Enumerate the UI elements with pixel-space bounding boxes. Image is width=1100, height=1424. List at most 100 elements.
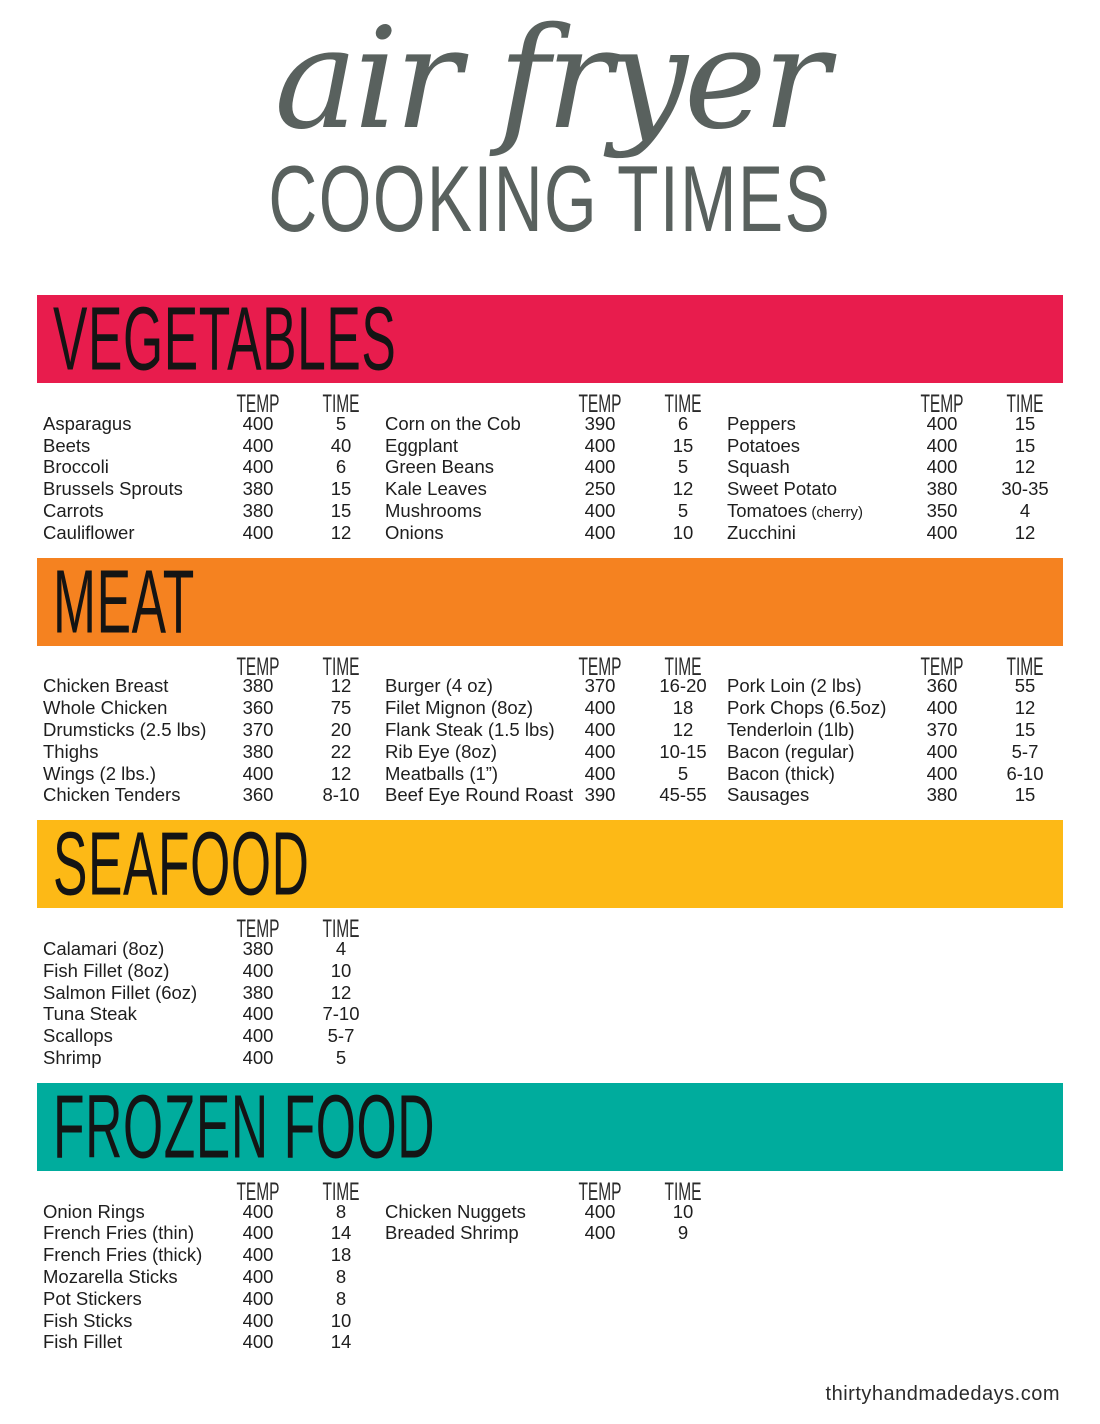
temp-value: 370 — [584, 675, 616, 697]
time-value: 20 — [330, 718, 352, 740]
time-header: TIME — [1006, 390, 1044, 418]
temp-value: 380 — [242, 499, 274, 521]
temp-value: 400 — [584, 718, 616, 740]
time-value: 8 — [335, 1287, 347, 1309]
food-name: Tenderloin (1lb) — [727, 718, 855, 740]
time-value: 9 — [677, 1222, 689, 1244]
temp-header: TEMP — [236, 652, 280, 681]
food-name: Tuna Steak — [43, 1003, 137, 1025]
footer-site: thirtyhandmadedays.com — [825, 1383, 1060, 1405]
time-value: 6 — [335, 456, 347, 478]
time-value: 15 — [672, 434, 694, 456]
time-value: 8-10 — [322, 784, 360, 806]
temp-value: 400 — [242, 1265, 274, 1287]
temp-header: TEMP — [920, 390, 964, 418]
food-name: Potatoes — [727, 434, 801, 456]
food-name: Pork Loin (2 lbs) — [727, 675, 862, 697]
section-meat: MEAT TEMP TIME Chicken Breast 380 12 Whole Chi… — [37, 557, 1063, 821]
food-name: Bacon (thick) — [727, 762, 835, 784]
food-name-note: (cherry) — [807, 503, 864, 521]
time-value: 8 — [335, 1200, 347, 1222]
temp-value: 400 — [242, 1025, 274, 1047]
food-table-frozen-food-1: TEMP TIME Onion Rings 400 8 French Fries (thi… — [37, 1179, 379, 1353]
time-header: TIME — [322, 1177, 360, 1206]
time-value: 5 — [335, 1046, 347, 1068]
time-value: 14 — [330, 1331, 352, 1353]
time-header: TIME — [664, 652, 702, 681]
food-name: Squash — [727, 456, 790, 478]
time-value: 5 — [677, 499, 689, 521]
temp-value: 400 — [584, 499, 616, 521]
food-name: Corn on the Cob — [385, 412, 521, 434]
temp-header: TEMP — [236, 390, 280, 418]
food-name: French Fries (thin) — [43, 1222, 195, 1244]
section-columns-seafood: TEMP TIME Calamari (8oz) 380 4 Fish Fillet (8… — [37, 908, 1063, 1083]
temp-value: 380 — [926, 478, 958, 500]
time-value: 18 — [672, 697, 694, 719]
time-value: 15 — [1014, 434, 1036, 456]
food-name: Broccoli — [43, 456, 109, 478]
food-table-meat-1: TEMP TIME Chicken Breast 380 12 Whole Chicken… — [37, 654, 379, 807]
temp-value: 400 — [242, 1046, 274, 1068]
temp-value: 390 — [584, 784, 616, 806]
food-table-meat-3: TEMP TIME Pork Loin (2 lbs) 360 55 Pork Chops… — [721, 654, 1063, 807]
time-header: TIME — [322, 390, 360, 418]
food-name: Filet Mignon (8oz) — [385, 697, 534, 719]
section-seafood: SEAFOOD TEMP TIME Calamari (8oz) 380 4 Fish Fi… — [37, 820, 1063, 1083]
time-value: 12 — [330, 521, 352, 543]
food-table-frozen-food-2: TEMP TIME Chicken Nuggets 400 10 Breaded Shri… — [379, 1179, 721, 1353]
temp-value: 400 — [242, 412, 274, 434]
time-value: 5 — [335, 412, 347, 434]
time-value: 12 — [330, 981, 352, 1003]
food-name: French Fries (thick) — [43, 1244, 203, 1266]
time-value: 8 — [335, 1265, 347, 1287]
title-script: air fryer — [274, 0, 829, 161]
time-value: 15 — [1014, 784, 1036, 806]
time-value: 10 — [672, 521, 694, 543]
temp-header: TEMP — [578, 390, 622, 418]
temp-value: 400 — [926, 740, 958, 762]
temp-value: 350 — [926, 499, 958, 521]
time-value: 6 — [677, 412, 689, 434]
time-value: 10 — [672, 1200, 694, 1222]
time-value: 5 — [677, 762, 689, 784]
temp-value: 400 — [242, 456, 274, 478]
temp-value: 400 — [242, 762, 274, 784]
temp-value: 400 — [242, 1244, 274, 1266]
food-name: Chicken Breast — [43, 675, 169, 697]
temp-value: 400 — [926, 456, 958, 478]
food-name: Calamari (8oz) — [43, 937, 165, 959]
section-title-frozen-food: FROZEN FOOD — [53, 1082, 436, 1171]
food-name: Wings (2 lbs.) — [43, 762, 157, 784]
temp-value: 380 — [242, 478, 274, 500]
time-value: 10-15 — [659, 740, 707, 762]
time-value: 6-10 — [1006, 762, 1044, 784]
time-value: 12 — [330, 762, 352, 784]
temp-value: 400 — [242, 434, 274, 456]
food-table-vegetables-1: TEMP TIME Asparagus 400 5 Beets 400 40 Broccoli 4… — [37, 391, 379, 544]
time-value: 16-20 — [659, 675, 707, 697]
section-banner-frozen-food: FROZEN FOOD — [37, 1082, 1063, 1171]
food-name: Brussels Sprouts — [43, 478, 183, 500]
food-name: Breaded Shrimp — [385, 1222, 519, 1244]
section-banner-seafood: SEAFOOD — [37, 820, 1063, 909]
temp-header: TEMP — [236, 1177, 280, 1206]
temp-value: 390 — [584, 412, 616, 434]
time-value: 7-10 — [322, 1003, 360, 1025]
temp-value: 400 — [926, 697, 958, 719]
food-name: Whole Chicken — [43, 697, 168, 719]
time-value: 12 — [672, 718, 694, 740]
food-name: Bacon (regular) — [727, 740, 855, 762]
temp-value: 400 — [926, 412, 958, 434]
section-columns-vegetables: TEMP TIME Asparagus 400 5 Beets 400 40 Broccoli 4… — [37, 383, 1063, 558]
temp-value: 400 — [926, 434, 958, 456]
food-name: Sweet Potato — [727, 478, 838, 500]
food-name: Shrimp — [43, 1046, 102, 1068]
food-name: Chicken Tenders — [43, 784, 181, 806]
temp-value: 360 — [242, 697, 274, 719]
temp-value: 250 — [584, 478, 616, 500]
food-name: Fish Fillet (8oz) — [43, 959, 170, 981]
temp-value: 360 — [926, 675, 958, 697]
time-value: 12 — [1014, 456, 1036, 478]
